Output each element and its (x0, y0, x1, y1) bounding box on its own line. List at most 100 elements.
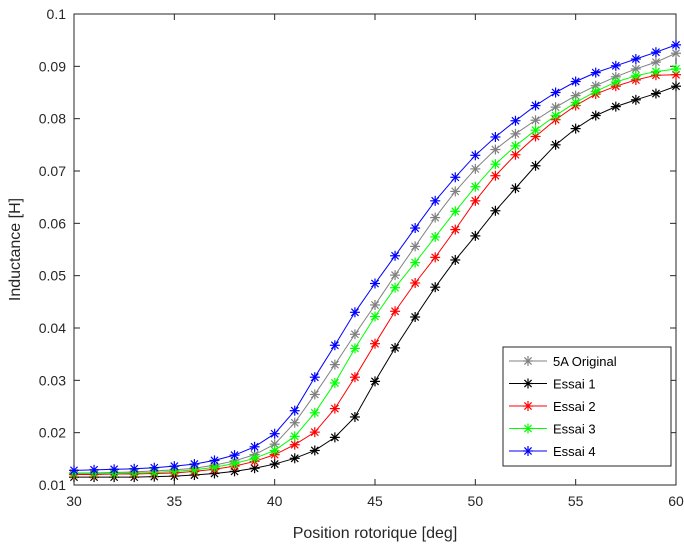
x-axis-label: Position rotorique [deg] (293, 525, 458, 542)
data-point-essai-3 (289, 431, 300, 442)
data-point-5a-original (390, 270, 401, 281)
x-tick-label: 40 (267, 493, 283, 509)
data-point-essai-3 (430, 231, 441, 242)
data-point-essai-1 (530, 160, 541, 171)
data-point-essai-4 (129, 463, 140, 474)
data-point-essai-1 (329, 432, 340, 443)
data-point-essai-2 (671, 69, 681, 80)
data-point-essai-4 (209, 455, 220, 466)
data-point-5a-original (309, 389, 320, 400)
data-point-essai-4 (470, 150, 481, 161)
data-point-essai-3 (249, 453, 260, 464)
data-point-essai-2 (410, 277, 421, 288)
data-point-essai-1 (550, 139, 561, 150)
data-point-essai-1 (269, 459, 280, 470)
data-point-5a-original (530, 115, 541, 126)
data-point-essai-1 (610, 101, 621, 112)
data-point-essai-3 (329, 377, 340, 388)
data-point-essai-2 (390, 306, 401, 317)
data-point-5a-original (650, 57, 661, 68)
x-tick-label: 60 (668, 493, 684, 509)
axes: 30 35 40 45 50 55 60 0.01 0.02 0.03 0.04 0.05 0.06 0.… (39, 6, 684, 509)
data-point-essai-4 (269, 428, 280, 439)
data-point-essai-1 (570, 123, 581, 134)
data-point-essai-4 (550, 87, 561, 98)
data-point-essai-1 (590, 110, 601, 121)
legend-item-5a-original: 5A Original (509, 354, 617, 369)
legend-label: 5A Original (553, 354, 617, 369)
y-tick-label: 0.09 (39, 58, 66, 74)
data-point-5a-original (410, 241, 421, 252)
data-point-essai-1 (450, 254, 461, 265)
y-tick-label: 0.08 (39, 111, 66, 127)
data-point-essai-4 (229, 450, 240, 461)
data-point-essai-4 (289, 405, 300, 416)
legend-item-essai-3: Essai 3 (509, 422, 596, 437)
x-tick-label: 35 (167, 493, 183, 509)
data-point-essai-2 (370, 338, 380, 349)
data-point-essai-2 (309, 427, 320, 438)
data-point-essai-1 (470, 230, 481, 241)
data-point-essai-2 (470, 195, 481, 206)
data-point-essai-4 (510, 115, 521, 126)
data-point-essai-1 (370, 376, 380, 387)
data-point-essai-4 (349, 307, 360, 318)
data-point-essai-3 (530, 125, 541, 136)
y-tick-label: 0.01 (39, 477, 66, 493)
y-tick-label: 0.07 (39, 163, 66, 179)
y-axis-label: Inductance [H] (7, 198, 24, 301)
data-point-essai-3 (309, 407, 320, 418)
data-point-essai-3 (630, 70, 641, 81)
data-point-essai-3 (209, 462, 220, 473)
data-point-essai-3 (410, 257, 421, 268)
legend-item-essai-4: Essai 4 (509, 444, 596, 459)
legend-label: Essai 4 (553, 444, 596, 459)
legend-marker (523, 446, 533, 456)
data-point-5a-original (349, 329, 360, 340)
data-point-essai-4 (249, 441, 260, 452)
data-point-essai-2 (430, 252, 441, 263)
data-point-essai-3 (229, 458, 240, 469)
data-point-essai-4 (630, 54, 641, 65)
series-essai-4 (69, 39, 681, 476)
legend-marker (523, 423, 533, 434)
data-point-essai-2 (510, 149, 521, 160)
data-point-essai-4 (89, 464, 100, 475)
y-tick-label: 0.06 (39, 215, 66, 231)
y-tick-label: 0.05 (39, 268, 66, 284)
data-point-essai-3 (470, 181, 481, 192)
data-point-essai-2 (329, 403, 340, 414)
legend-marker (523, 356, 533, 366)
x-tick-label: 45 (367, 493, 383, 509)
data-point-essai-4 (69, 465, 79, 476)
data-point-essai-2 (289, 439, 300, 450)
data-point-essai-1 (430, 282, 441, 293)
data-point-essai-2 (490, 170, 501, 181)
legend-item-essai-2: Essai 2 (509, 399, 596, 414)
data-point-essai-1 (410, 312, 421, 323)
series-group (69, 39, 681, 483)
y-tick-label: 0.03 (39, 372, 66, 388)
data-point-essai-4 (570, 76, 581, 87)
data-point-essai-4 (490, 131, 501, 142)
data-point-5a-original (470, 163, 481, 174)
data-point-essai-1 (650, 88, 661, 99)
legend-item-essai-1: Essai 1 (509, 377, 596, 392)
data-point-essai-1 (349, 411, 360, 422)
data-point-essai-4 (169, 461, 180, 472)
data-point-essai-4 (450, 172, 461, 183)
data-point-essai-1 (510, 183, 521, 194)
data-point-essai-4 (370, 278, 380, 289)
data-point-essai-4 (650, 47, 661, 58)
data-point-essai-4 (149, 462, 160, 473)
data-point-essai-3 (510, 140, 521, 151)
legend-marker (523, 378, 533, 389)
data-point-essai-4 (590, 67, 601, 78)
data-point-essai-2 (349, 372, 360, 383)
data-point-essai-1 (309, 445, 320, 456)
data-point-essai-4 (610, 60, 621, 71)
x-tick-label: 55 (568, 493, 584, 509)
data-point-essai-3 (370, 311, 380, 322)
data-point-essai-3 (349, 343, 360, 354)
data-point-essai-3 (570, 97, 581, 108)
